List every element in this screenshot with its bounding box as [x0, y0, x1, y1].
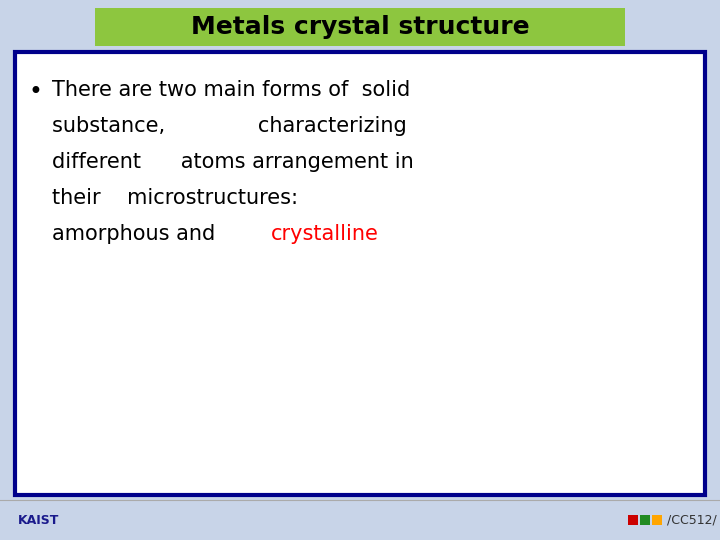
- Text: •: •: [28, 80, 42, 104]
- Bar: [652, 515, 662, 525]
- Bar: [628, 515, 638, 525]
- Text: substance,              characterizing: substance, characterizing: [52, 116, 407, 136]
- Bar: [95, 8, 625, 46]
- Text: There are two main forms of  solid: There are two main forms of solid: [52, 80, 410, 100]
- Text: amorphous and: amorphous and: [52, 224, 222, 244]
- Text: different      atoms arrangement in: different atoms arrangement in: [52, 152, 414, 172]
- Text: KAIST: KAIST: [18, 514, 59, 526]
- Text: Metals crystal structure: Metals crystal structure: [191, 15, 529, 39]
- Text: their    microstructures:: their microstructures:: [52, 188, 298, 208]
- Text: /CC512/: /CC512/: [667, 514, 716, 526]
- Bar: [640, 515, 650, 525]
- Text: crystalline: crystalline: [271, 224, 379, 244]
- Bar: [15, 52, 705, 495]
